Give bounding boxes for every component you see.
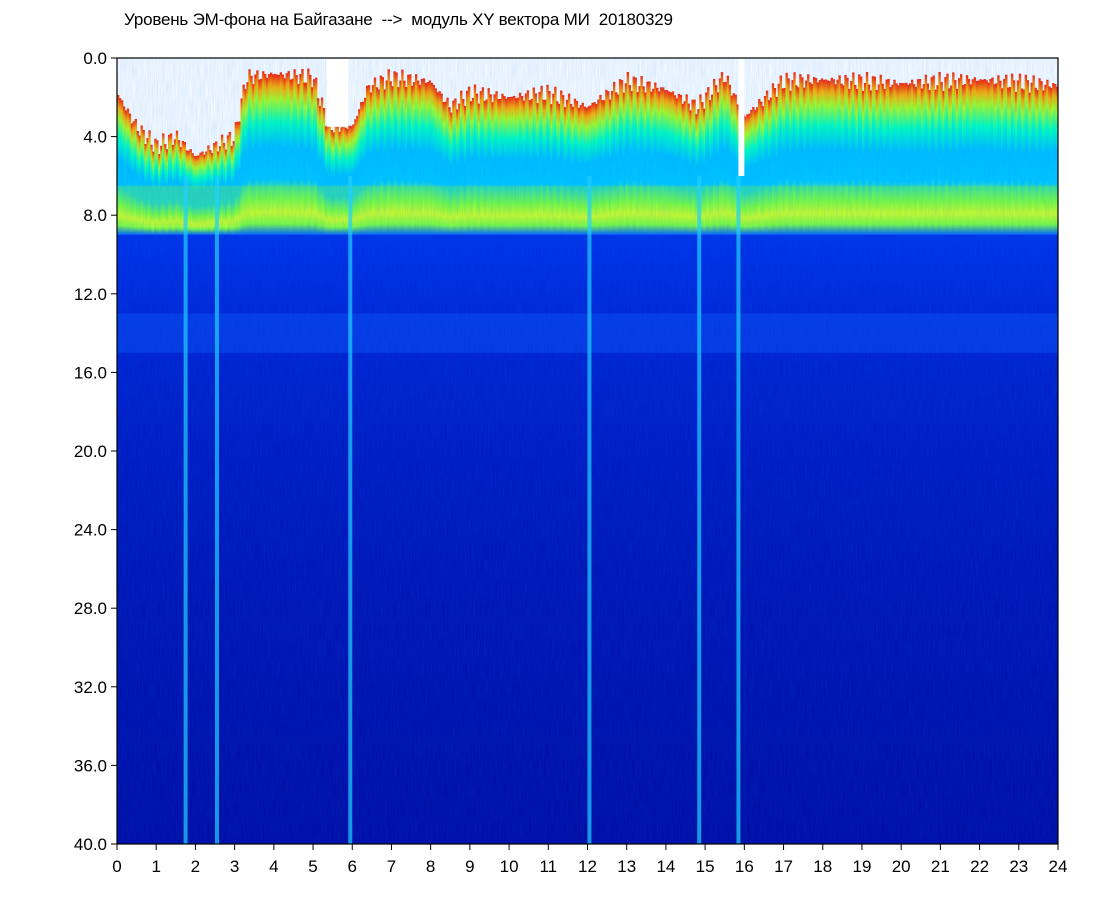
y-axis: 0.0 4.0 8.0 12.0 16.0 20.0 24.0 28.0 32.0 36.0 40.… — [74, 49, 117, 854]
x-tick-label: 23 — [1009, 857, 1028, 876]
x-tick-label: 13 — [617, 857, 636, 876]
y-tick-label: 20.0 — [74, 442, 107, 461]
y-tick-label: 32.0 — [74, 678, 107, 697]
y-tick-label: 24.0 — [74, 521, 107, 540]
x-tick-label: 5 — [308, 857, 317, 876]
x-tick-label: 1 — [151, 857, 160, 876]
chart-title: Уровень ЭМ-фона на Байгазане --> модуль … — [124, 10, 673, 29]
x-tick-label: 3 — [230, 857, 239, 876]
quiet-streak — [587, 175, 592, 844]
y-tick-label: 16.0 — [74, 363, 107, 382]
x-tick-label: 2 — [191, 857, 200, 876]
data-gaps — [326, 59, 745, 176]
x-tick-label: 15 — [696, 857, 715, 876]
y-tick-label: 28.0 — [74, 599, 107, 618]
x-tick-label: 21 — [931, 857, 950, 876]
quiet-streak — [736, 175, 741, 844]
x-tick-label: 24 — [1049, 857, 1068, 876]
x-tick-label: 6 — [348, 857, 357, 876]
data-gap — [738, 59, 745, 176]
x-tick-label: 7 — [387, 857, 396, 876]
x-tick-label: 11 — [539, 857, 557, 876]
y-tick-label: 40.0 — [74, 835, 107, 854]
x-tick-label: 16 — [735, 857, 754, 876]
x-tick-label: 4 — [269, 857, 278, 876]
y-tick-label: 36.0 — [74, 756, 107, 775]
x-tick-label: 22 — [970, 857, 989, 876]
x-tick-label: 14 — [656, 857, 675, 876]
x-tick-label: 20 — [892, 857, 911, 876]
quiet-streak — [697, 175, 702, 844]
x-tick-label: 19 — [852, 857, 871, 876]
y-tick-label: 12.0 — [74, 285, 107, 304]
x-tick-label: 9 — [465, 857, 474, 876]
quiet-streak — [214, 175, 219, 844]
y-tick-label: 8.0 — [83, 206, 107, 225]
x-tick-label: 10 — [500, 857, 519, 876]
y-tick-label: 0.0 — [83, 49, 107, 68]
x-tick-label: 8 — [426, 857, 435, 876]
x-tick-label: 12 — [578, 857, 597, 876]
x-tick-label: 18 — [813, 857, 832, 876]
x-tick-label: 0 — [112, 857, 121, 876]
quiet-streaks — [183, 175, 741, 844]
x-axis: 0 1 2 3 4 5 6 7 8 9 10 11 12 13 14 15 16 17 18 19 20 21 22 23 24 — [112, 844, 1067, 876]
data-gap — [326, 59, 349, 127]
y-tick-label: 4.0 — [83, 128, 107, 147]
x-tick-label: 17 — [774, 857, 793, 876]
quiet-streak — [183, 175, 188, 844]
quiet-streak — [348, 175, 353, 844]
